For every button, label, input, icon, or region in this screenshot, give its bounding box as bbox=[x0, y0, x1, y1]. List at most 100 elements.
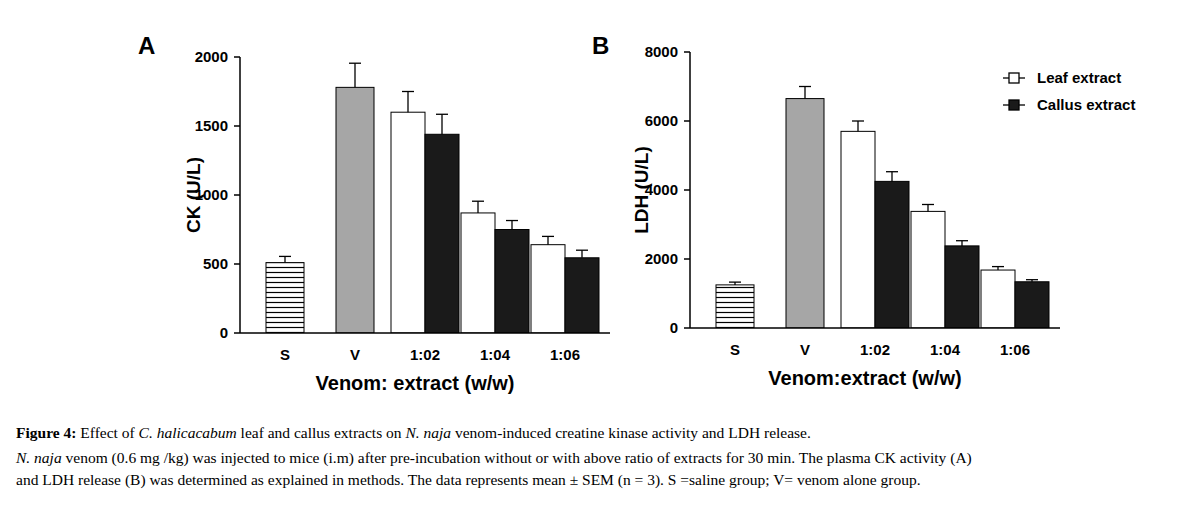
caption-line: N. naja venom (0.6 mg /kg) was injected … bbox=[15, 449, 972, 467]
panel-label: B bbox=[592, 32, 609, 59]
y-tick bbox=[234, 194, 240, 196]
category-label: S bbox=[730, 341, 740, 358]
y-tick bbox=[684, 51, 690, 53]
bar bbox=[391, 112, 425, 333]
error-bar bbox=[472, 201, 484, 213]
x-axis-label: Venom: extract (w/w) bbox=[316, 372, 515, 394]
error-cap bbox=[349, 63, 361, 64]
y-axis-label: CK (U/L) bbox=[183, 157, 204, 233]
y-tick bbox=[234, 263, 240, 265]
y-tick bbox=[684, 258, 690, 260]
caption-run: N. naja bbox=[404, 424, 451, 441]
y-tick-label: 2000 bbox=[195, 48, 228, 65]
y-tick bbox=[234, 332, 240, 334]
error-stem bbox=[804, 87, 805, 99]
error-cap bbox=[279, 256, 291, 257]
y-tick-label: 0 bbox=[220, 324, 228, 341]
caption: Figure 4: Effect of C. halicacabum leaf … bbox=[15, 424, 972, 489]
y-tick bbox=[684, 327, 690, 329]
x-axis bbox=[690, 327, 1060, 329]
caption-run: C. halicacabum bbox=[139, 424, 237, 441]
error-cap bbox=[506, 220, 518, 221]
error-stem bbox=[284, 256, 285, 262]
error-bar bbox=[799, 87, 811, 99]
caption-line: and LDH release (B) was determined as ex… bbox=[16, 471, 921, 489]
caption-run: leaf and callus extracts on bbox=[237, 424, 406, 441]
bar bbox=[531, 245, 565, 333]
error-stem bbox=[441, 114, 442, 134]
y-tick-label: 500 bbox=[203, 255, 228, 272]
caption-line: Figure 4: Effect of C. halicacabum leaf … bbox=[16, 424, 811, 441]
bar bbox=[841, 131, 875, 328]
chart-panel: BSV1:021:041:0602000400060008000LDH (U/L… bbox=[592, 32, 1135, 389]
error-cap bbox=[576, 250, 588, 251]
error-bar bbox=[576, 250, 588, 258]
bar bbox=[981, 270, 1015, 328]
category-label: 1:04 bbox=[930, 341, 961, 358]
category-label: 1:02 bbox=[410, 346, 440, 363]
error-bar bbox=[956, 241, 968, 246]
bar bbox=[875, 181, 909, 328]
error-bar bbox=[542, 236, 554, 244]
x-axis-label: Venom:extract (w/w) bbox=[768, 367, 961, 389]
bar bbox=[425, 134, 459, 333]
caption-run: venom (0.6 mg /kg) was injected to mice … bbox=[62, 449, 972, 467]
error-cap bbox=[886, 171, 898, 172]
y-tick bbox=[684, 189, 690, 191]
error-stem bbox=[511, 221, 512, 230]
error-stem bbox=[857, 121, 858, 131]
category-label: V bbox=[800, 341, 810, 358]
y-tick-label: 8000 bbox=[645, 43, 678, 60]
figure: ASV1:021:041:060500100015002000CK (U/L)V… bbox=[0, 0, 1203, 513]
y-tick bbox=[234, 56, 240, 58]
bar bbox=[336, 87, 374, 333]
error-stem bbox=[477, 201, 478, 213]
caption-run: and LDH release (B) was determined as ex… bbox=[16, 471, 921, 489]
category-label: S bbox=[280, 346, 290, 363]
bar bbox=[911, 211, 945, 328]
error-stem bbox=[581, 250, 582, 258]
y-tick-label: 2000 bbox=[645, 250, 678, 267]
bar bbox=[786, 99, 824, 328]
error-bar bbox=[436, 114, 448, 134]
category-label: 1:06 bbox=[1000, 341, 1030, 358]
y-tick bbox=[234, 125, 240, 127]
error-stem bbox=[961, 241, 962, 246]
y-tick-label: 6000 bbox=[645, 112, 678, 129]
error-cap bbox=[992, 266, 1004, 267]
category-label: 1:04 bbox=[480, 346, 511, 363]
error-cap bbox=[956, 240, 968, 241]
legend-label: Callus extract bbox=[1037, 96, 1135, 113]
legend-label: Leaf extract bbox=[1037, 69, 1121, 86]
error-cap bbox=[852, 120, 864, 121]
error-cap bbox=[922, 204, 934, 205]
error-cap bbox=[436, 114, 448, 115]
bar bbox=[945, 246, 979, 328]
bar bbox=[461, 213, 495, 333]
error-stem bbox=[354, 63, 355, 87]
error-stem bbox=[927, 204, 928, 211]
legend: Leaf extract Callus extract bbox=[1003, 69, 1135, 113]
bars bbox=[266, 63, 599, 333]
chart-panel: ASV1:021:041:060500100015002000CK (U/L)V… bbox=[138, 32, 610, 394]
background bbox=[0, 0, 1203, 513]
error-cap bbox=[542, 236, 554, 237]
error-cap bbox=[729, 281, 741, 282]
error-bar bbox=[922, 204, 934, 211]
caption-run: venom-induced creatine kinase activity a… bbox=[451, 424, 811, 441]
y-tick-label: 0 bbox=[670, 319, 678, 336]
error-cap bbox=[1026, 279, 1038, 280]
error-bar bbox=[852, 121, 864, 131]
panel-label: A bbox=[138, 32, 155, 59]
error-bar bbox=[506, 221, 518, 230]
bars bbox=[716, 87, 1049, 329]
error-bar bbox=[729, 282, 741, 285]
error-bar bbox=[1026, 280, 1038, 282]
error-bar bbox=[992, 267, 1004, 270]
error-stem bbox=[891, 172, 892, 182]
error-bar bbox=[886, 172, 898, 182]
category-label: V bbox=[350, 346, 360, 363]
error-bar bbox=[279, 256, 291, 262]
legend-swatch bbox=[1009, 100, 1019, 110]
category-label: 1:06 bbox=[550, 346, 580, 363]
